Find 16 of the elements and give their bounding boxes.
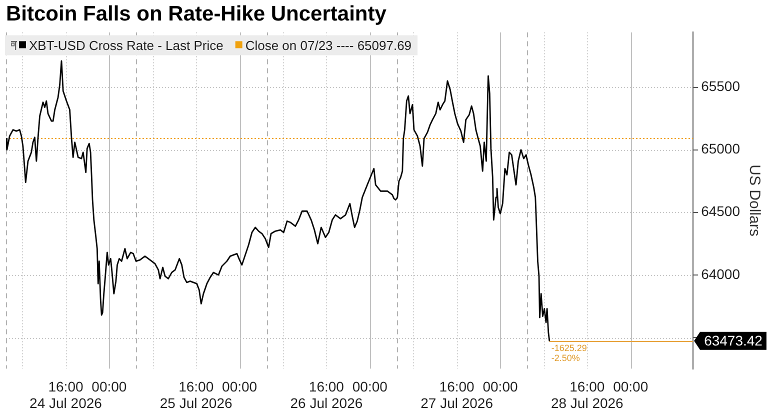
x-tick-label: 00:00	[352, 378, 388, 395]
x-tick-label: 00:00	[92, 378, 127, 395]
y-tick-label: 65000	[701, 140, 740, 157]
x-tick-label: 00:00	[482, 378, 518, 395]
x-tick-label: 00:00	[613, 378, 648, 395]
chart-title: Bitcoin Falls on Rate-Hike Uncertainty	[6, 2, 387, 26]
y-tick-label: 65500	[701, 78, 740, 94]
y-tick-label: 64500	[701, 203, 740, 220]
y-axis-title: US Dollars	[746, 164, 763, 236]
legend-label: XBT-USD Cross Rate - Last Price	[29, 38, 224, 53]
x-tick-label: 00:00	[222, 378, 258, 395]
legend-label: Close on 07/23 ---- 65097.69	[245, 38, 412, 53]
annotation: -1625.29	[551, 342, 587, 353]
annotation: -2.50%	[551, 352, 580, 363]
annotation: 63473.42	[704, 332, 763, 349]
y-tick-label: 64000	[701, 266, 740, 282]
